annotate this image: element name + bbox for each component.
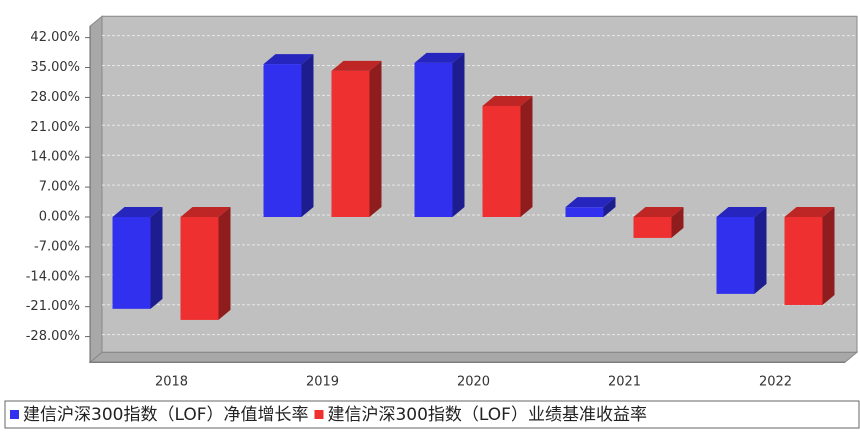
y-tick-label: 0.00%	[39, 210, 80, 225]
y-tick-label: 7.00%	[39, 180, 80, 195]
bar-top	[180, 207, 231, 217]
bar	[633, 217, 672, 238]
y-tick-label: 35.00%	[30, 60, 80, 75]
bar-side	[301, 54, 314, 217]
plot-floor	[88, 351, 859, 363]
bar-side	[369, 60, 382, 218]
x-tick-label: 2019	[306, 375, 339, 390]
bar-side	[603, 197, 616, 217]
bar-side	[754, 207, 767, 294]
y-tick-label: 28.00%	[30, 90, 80, 105]
bar-side	[150, 207, 163, 309]
bar-side	[218, 207, 231, 320]
y-tick-label: -21.00%	[26, 299, 80, 314]
bar-top	[331, 60, 382, 71]
legend-swatch	[10, 410, 19, 419]
legend-box	[4, 400, 860, 429]
x-tick-label: 2018	[155, 375, 188, 390]
bar-side	[520, 95, 533, 217]
bar	[565, 207, 604, 217]
bar-top	[414, 52, 465, 63]
y-tick-label: -28.00%	[26, 329, 80, 344]
bar-top	[716, 207, 767, 217]
plot-left-wall	[89, 15, 103, 364]
y-tick-label: 14.00%	[30, 150, 80, 165]
bar-top	[112, 207, 163, 217]
bar	[263, 64, 302, 217]
bar	[784, 217, 823, 305]
bar-top	[565, 197, 616, 208]
bar	[716, 217, 755, 294]
legend-swatch	[314, 410, 324, 419]
bar-top	[263, 54, 314, 65]
legend-label: 建信沪深300指数（LOF）净值增长率	[23, 405, 308, 425]
bar	[180, 217, 219, 320]
bar	[112, 217, 151, 309]
bar-side	[452, 52, 465, 218]
legend-label: 建信沪深300指数（LOF）业绩基准收益率	[327, 405, 646, 425]
bar	[331, 70, 370, 218]
bar	[414, 62, 453, 218]
bar-top	[482, 95, 533, 106]
y-tick-label: 21.00%	[30, 120, 80, 135]
bar	[482, 105, 521, 217]
x-tick-label: 2020	[457, 375, 490, 390]
bar-top	[784, 207, 835, 217]
bar-top	[633, 207, 684, 217]
bar-side	[822, 207, 835, 305]
y-tick-label: -14.00%	[26, 269, 80, 284]
x-tick-label: 2021	[608, 375, 641, 390]
x-tick-label: 2022	[759, 375, 792, 390]
bar-side	[671, 207, 684, 238]
y-tick-label: -7.00%	[34, 239, 80, 254]
y-tick-label: 42.00%	[30, 30, 80, 45]
